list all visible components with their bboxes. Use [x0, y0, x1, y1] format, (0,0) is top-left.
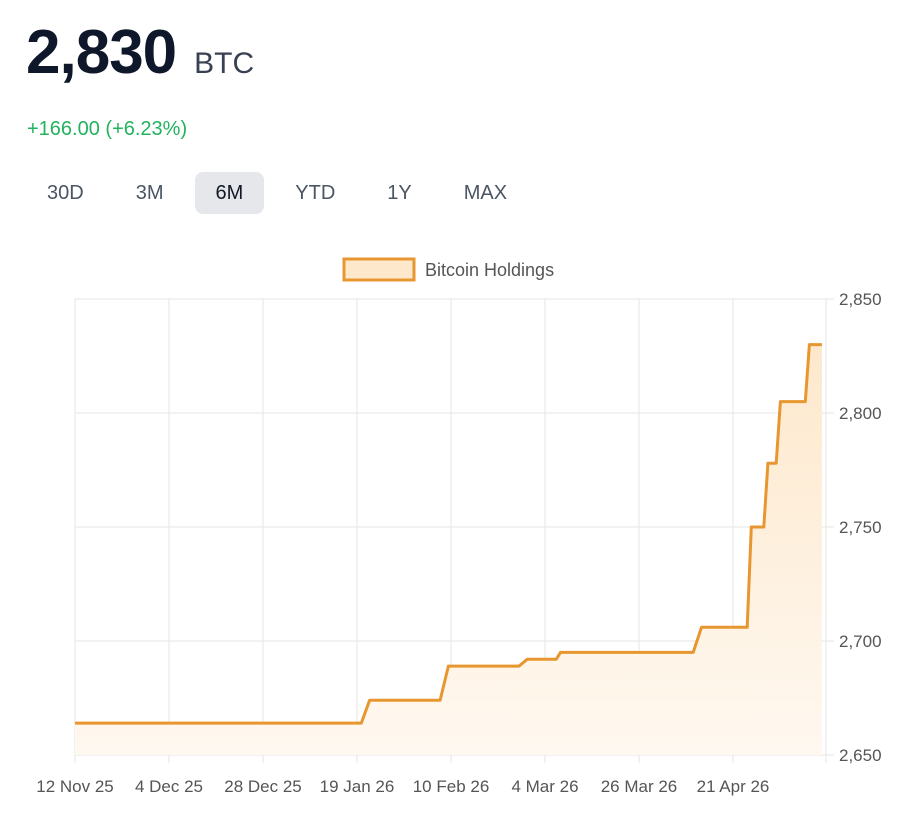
range-button-max[interactable]: MAX	[463, 181, 508, 204]
range-selector: 30D 3M 6M YTD 1Y MAX	[26, 172, 538, 214]
range-button-30d[interactable]: 30D	[47, 181, 84, 204]
range-button-3m[interactable]: 3M	[135, 181, 164, 204]
legend-swatch	[342, 257, 416, 282]
x-tick-label: 28 Dec 25	[224, 777, 302, 796]
y-tick-label: 2,750	[839, 518, 882, 537]
x-tick-label: 26 Mar 26	[601, 777, 678, 796]
x-tick-label: 19 Jan 26	[320, 777, 395, 796]
y-tick-label: 2,800	[839, 404, 882, 423]
y-tick-label: 2,850	[839, 290, 882, 309]
x-tick-label: 21 Apr 26	[697, 777, 770, 796]
holdings-unit: BTC	[194, 47, 255, 80]
x-tick-label: 4 Dec 25	[135, 777, 203, 796]
range-button-6m[interactable]: 6M	[194, 172, 265, 214]
x-tick-label: 4 Mar 26	[511, 777, 578, 796]
holdings-chart: Bitcoin Holdings 2,650 2,700 2,750 2,800 2,85…	[36, 257, 882, 796]
series-line	[75, 343, 822, 725]
value-row: 2,830 BTC	[26, 22, 254, 84]
x-tick-label: 10 Feb 26	[413, 777, 490, 796]
range-button-1y[interactable]: 1Y	[387, 181, 412, 204]
y-tick-label: 2,700	[839, 632, 882, 651]
header: 2,830 BTC	[26, 22, 254, 84]
change-indicator: +166.00 (+6.23%)	[27, 118, 188, 140]
series-area	[75, 344, 822, 755]
y-tick-label: 2,650	[839, 746, 882, 765]
range-button-ytd[interactable]: YTD	[295, 181, 336, 204]
legend-label: Bitcoin Holdings	[425, 260, 554, 280]
x-tick-label: 12 Nov 25	[36, 777, 114, 796]
holdings-value: 2,830	[26, 18, 177, 87]
